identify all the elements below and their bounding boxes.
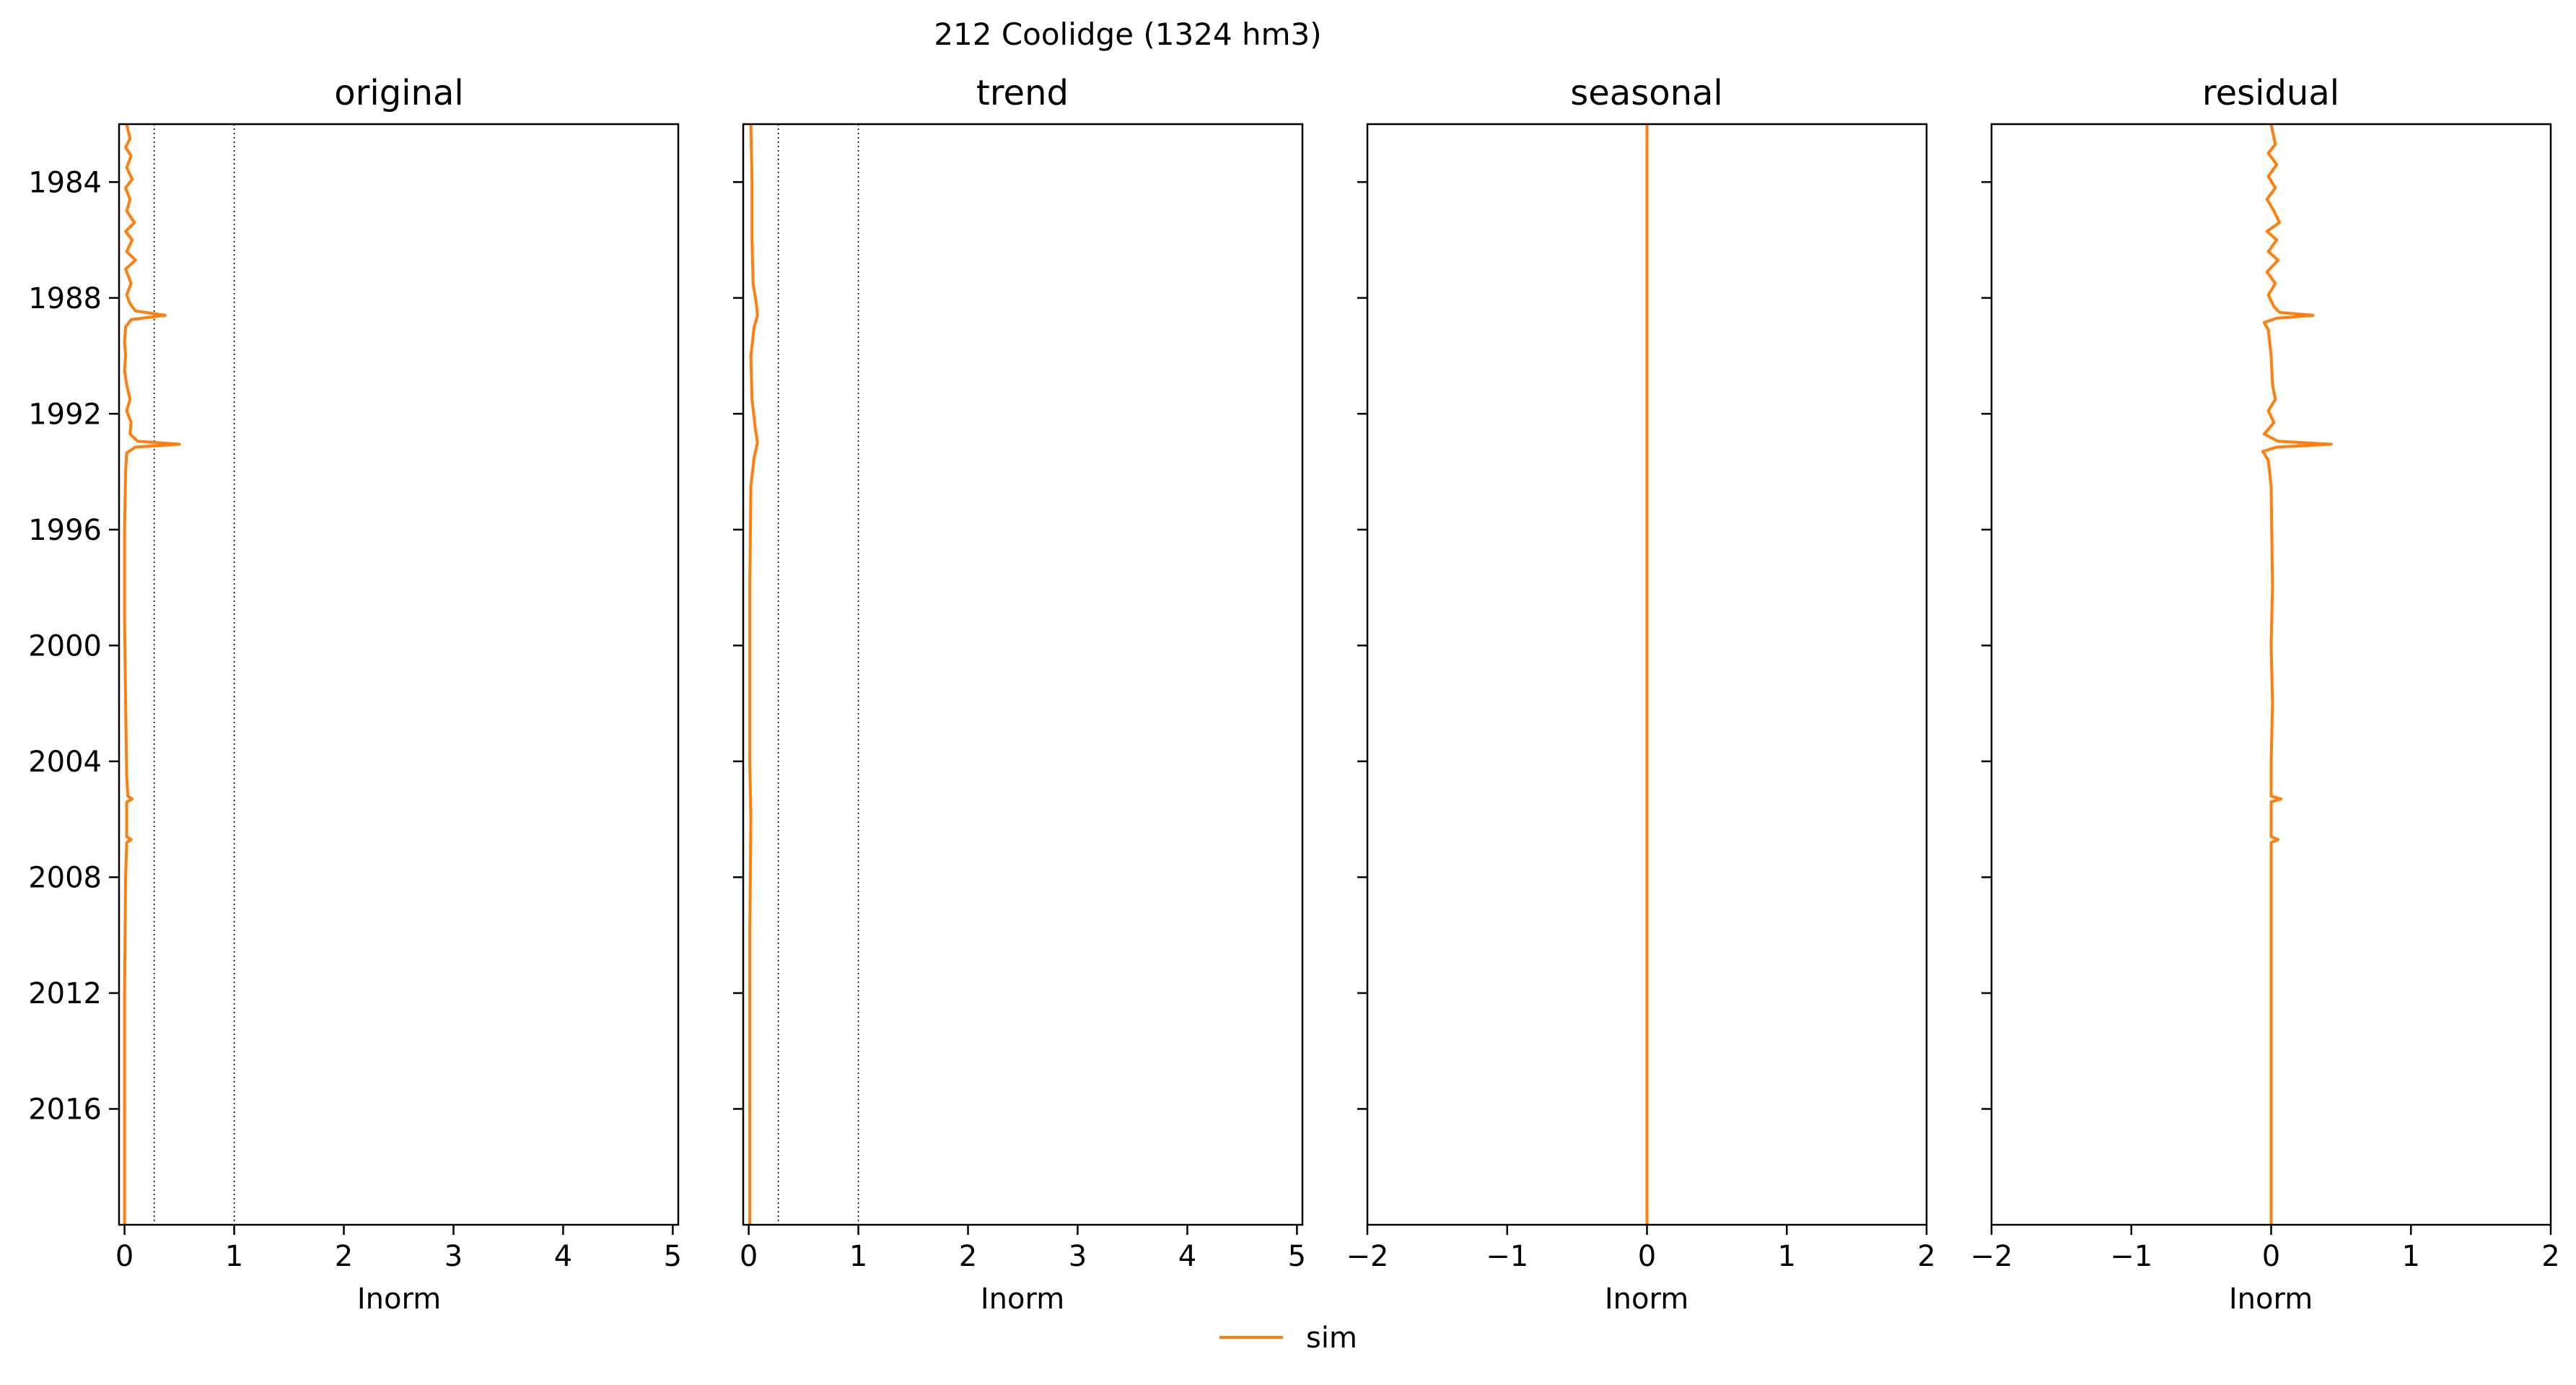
x-tick-label-original-2: 2: [335, 1240, 353, 1273]
x-axis-label-original: Inorm: [357, 1283, 441, 1316]
x-tick-label-trend-1: 1: [849, 1240, 867, 1273]
series-sim-residual: [2261, 123, 2333, 1225]
frame-trend: [742, 123, 1304, 1226]
x-tick-label-residual-3: 1: [2402, 1240, 2420, 1273]
panel-title-seasonal: seasonal: [1570, 73, 1723, 113]
frame-original: [118, 123, 680, 1226]
y-axis-residual: [1981, 181, 1992, 1110]
y-tick-label-original-1992: 1992: [28, 398, 102, 431]
panel-trend: trend 0 1 2 3 4 5 Inorm: [733, 73, 1306, 1316]
panel-title-residual: residual: [2202, 73, 2339, 113]
y-tick-label-original-1984: 1984: [28, 166, 102, 199]
legend-label-sim: sim: [1306, 1321, 1357, 1355]
reference-lines-original: [153, 124, 235, 1225]
x-tick-label-seasonal-1: −1: [1486, 1240, 1528, 1273]
x-tick-label-seasonal-4: 2: [1917, 1240, 1935, 1273]
y-axis-original: 1984 1988 1992 1996 2000 2004 2008 2012 2016: [28, 166, 119, 1126]
x-axis-residual: −2 −1 0 1 2: [1971, 1225, 2560, 1273]
x-tick-label-original-0: 0: [115, 1240, 133, 1273]
panel-title-original: original: [334, 73, 463, 113]
figure-title: 212 Coolidge (1324 hm3): [934, 17, 1321, 52]
x-tick-label-trend-3: 3: [1069, 1240, 1087, 1273]
x-tick-label-seasonal-3: 1: [1778, 1240, 1796, 1273]
legend: sim: [1219, 1321, 1357, 1355]
y-tick-label-original-2012: 2012: [28, 977, 102, 1010]
x-axis-label-seasonal: Inorm: [1605, 1283, 1688, 1316]
series-line-original-0: [123, 123, 181, 1225]
y-tick-label-original-2016: 2016: [28, 1093, 102, 1126]
x-tick-label-trend-0: 0: [740, 1240, 758, 1273]
x-tick-label-original-4: 4: [554, 1240, 572, 1273]
x-tick-label-residual-4: 2: [2541, 1240, 2559, 1273]
x-axis-label-residual: Inorm: [2229, 1283, 2313, 1316]
y-tick-label-original-2000: 2000: [28, 629, 102, 663]
reference-lines-trend: [777, 124, 859, 1225]
y-axis-seasonal: [1357, 181, 1367, 1110]
x-tick-label-trend-4: 4: [1178, 1240, 1196, 1273]
series-sim-trend: [748, 123, 759, 1225]
y-tick-label-original-2004: 2004: [28, 746, 102, 779]
y-tick-label-original-2008: 2008: [28, 861, 102, 894]
plot-area-trend: [743, 124, 1302, 1225]
x-axis-original: 0 1 2 3 4 5: [115, 1225, 682, 1273]
x-axis-label-trend: Inorm: [981, 1283, 1064, 1316]
x-tick-label-original-5: 5: [664, 1240, 682, 1273]
y-tick-label-original-1988: 1988: [28, 282, 102, 315]
plot-area-original: [119, 124, 678, 1225]
y-axis-trend: [733, 181, 743, 1110]
frame-residual: [1990, 123, 2552, 1226]
x-axis-seasonal: −2 −1 0 1 2: [1346, 1225, 1936, 1273]
panel-residual: residual −2 −1 0 1 2 Inorm: [1971, 73, 2560, 1316]
x-tick-label-residual-0: −2: [1971, 1240, 2013, 1273]
panel-original: original 1984198819921996200020042008201…: [28, 73, 682, 1316]
x-tick-label-residual-1: −1: [2110, 1240, 2152, 1273]
x-tick-label-seasonal-2: 0: [1638, 1240, 1656, 1273]
x-axis-trend: 0 1 2 3 4 5: [740, 1225, 1306, 1273]
x-tick-label-original-1: 1: [225, 1240, 243, 1273]
panel-title-trend: trend: [976, 73, 1069, 113]
x-tick-label-original-3: 3: [444, 1240, 463, 1273]
x-tick-label-seasonal-0: −2: [1346, 1240, 1389, 1273]
panel-seasonal: seasonal −2 −1 0 1 2 Inorm: [1346, 73, 1936, 1316]
x-tick-label-residual-2: 0: [2262, 1240, 2280, 1273]
x-tick-label-trend-2: 2: [959, 1240, 977, 1273]
series-sim-original: [123, 123, 181, 1225]
series-line-residual-0: [2261, 123, 2333, 1225]
frame-seasonal: [1366, 123, 1928, 1226]
x-tick-label-trend-5: 5: [1288, 1240, 1306, 1273]
series-line-trend-0: [748, 123, 759, 1225]
y-tick-label-original-1996: 1996: [28, 514, 102, 547]
